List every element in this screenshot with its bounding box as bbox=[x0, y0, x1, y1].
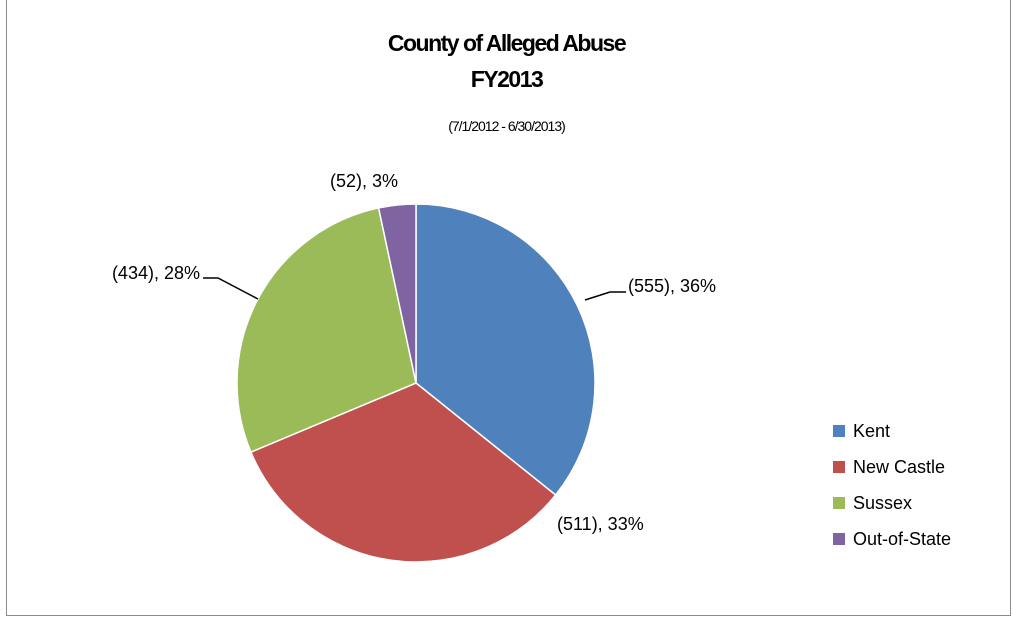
chart-frame bbox=[6, 0, 1011, 616]
chart-title-line2: FY2013 bbox=[470, 66, 544, 92]
pie-slice-new-castle bbox=[249, 382, 557, 563]
data-label: (555), 36% bbox=[628, 276, 716, 296]
legend-swatch bbox=[833, 497, 845, 509]
pie-slice-out-of-state bbox=[377, 203, 417, 384]
pie-slice-kent bbox=[415, 203, 596, 497]
data-label: (511), 33% bbox=[557, 514, 644, 534]
legend-label: Sussex bbox=[853, 493, 912, 513]
leader-line bbox=[584, 291, 626, 301]
legend-swatch bbox=[833, 533, 845, 545]
legend-swatch bbox=[833, 425, 845, 437]
legend-label: New Castle bbox=[853, 457, 945, 477]
data-label: (434), 28% bbox=[112, 263, 200, 283]
pie-slice-sussex bbox=[236, 207, 417, 454]
chart-title: County of Alleged Abuse bbox=[387, 30, 627, 56]
legend-swatch bbox=[833, 461, 845, 473]
legend-label: Out-of-State bbox=[853, 529, 951, 549]
leader-line bbox=[203, 277, 259, 300]
data-label: (52), 3% bbox=[330, 171, 398, 191]
legend-label: Kent bbox=[853, 421, 890, 441]
chart-subtitle: (7/1/2012 - 6/30/2013) bbox=[448, 118, 566, 134]
